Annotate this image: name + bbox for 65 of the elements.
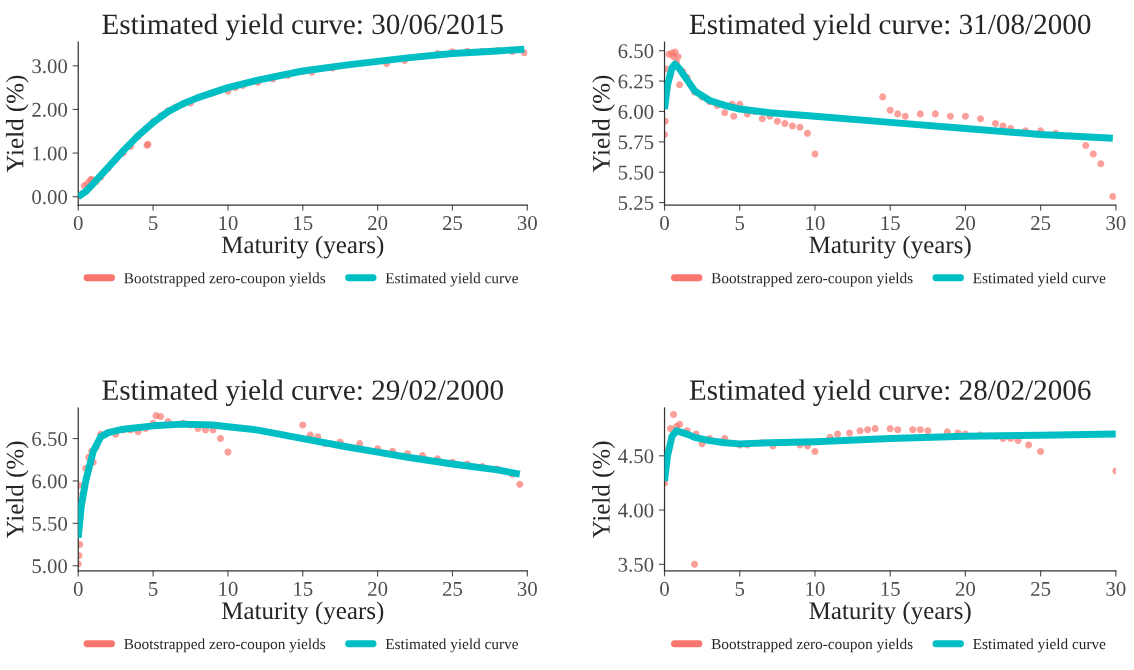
- y-tick-label: 5.00: [32, 559, 68, 574]
- x-tick-label: 5: [149, 582, 158, 596]
- x-tick-label: 10: [219, 581, 238, 596]
- x-tick-label: 0: [660, 581, 669, 596]
- x-tick-label: 0: [660, 216, 669, 231]
- x-axis-title: Maturity (years): [221, 235, 384, 259]
- y-tick-label: 6.25: [618, 74, 654, 89]
- y-axis-title: Yield (%): [592, 441, 615, 539]
- x-tick-label: 5: [735, 582, 745, 596]
- x-tick-label: 25: [1031, 216, 1051, 231]
- y-tick-label: 1.00: [33, 146, 68, 161]
- y-tick-label: 6.00: [32, 474, 68, 489]
- legend-label: Bootstrapped zero-coupon yields: [124, 638, 326, 653]
- x-axis-title: Maturity (years): [809, 235, 971, 259]
- x-tick-label: 25: [442, 581, 463, 596]
- chart-title: Estimated yield curve: 30/06/2015: [102, 13, 503, 41]
- x-tick-label: 20: [368, 581, 388, 596]
- x-tick-label: 30: [1106, 216, 1126, 231]
- y-tick-label: 5.50: [32, 516, 68, 531]
- x-tick-label: 15: [881, 581, 900, 596]
- y-tick-label: 6.00: [618, 104, 654, 119]
- legend-label: Bootstrapped zero-coupon yields: [124, 272, 326, 287]
- x-tick-label: 0: [73, 581, 83, 596]
- x-tick-label: 15: [294, 581, 313, 596]
- x-tick-label: 25: [442, 216, 463, 231]
- x-tick-label: 25: [1031, 581, 1051, 596]
- x-tick-label: 5: [149, 216, 158, 231]
- legend-label: Estimated yield curve: [385, 638, 518, 653]
- y-tick-label: 6.50: [32, 431, 68, 447]
- y-tick-label: 6.50: [618, 44, 654, 59]
- y-axis-title: Yield (%): [5, 441, 29, 539]
- chart-title: Estimated yield curve: 28/02/2006: [689, 379, 1091, 406]
- x-tick-label: 10: [219, 216, 238, 231]
- x-tick-label: 20: [955, 216, 976, 231]
- x-tick-label: 15: [881, 216, 900, 231]
- x-tick-label: 0: [73, 216, 83, 231]
- legend-label: Estimated yield curve: [973, 638, 1106, 653]
- x-tick-label: 30: [517, 581, 537, 596]
- y-tick-label: 5.50: [618, 165, 654, 180]
- y-tick-label: 4.00: [618, 503, 654, 518]
- chart-title: Estimated yield curve: 31/08/2000: [689, 13, 1091, 41]
- y-axis-title: Yield (%): [592, 75, 615, 173]
- y-tick-label: 4.50: [618, 449, 654, 464]
- y-tick-label: 5.75: [618, 135, 654, 150]
- legend-label: Estimated yield curve: [385, 272, 518, 287]
- legend-label: Estimated yield curve: [973, 272, 1106, 287]
- y-tick-label: 3.00: [32, 59, 68, 74]
- x-tick-label: 30: [1106, 581, 1126, 596]
- chart-title: Estimated yield curve: 29/02/2000: [102, 379, 503, 406]
- x-tick-label: 20: [955, 581, 976, 596]
- y-axis-title: Yield (%): [5, 75, 29, 173]
- x-tick-label: 10: [806, 581, 825, 596]
- x-tick-label: 15: [294, 216, 313, 231]
- x-tick-label: 30: [517, 216, 537, 231]
- x-axis-title: Maturity (years): [809, 601, 971, 625]
- legend-label: Bootstrapped zero-coupon yields: [711, 272, 913, 287]
- legend-label: Bootstrapped zero-coupon yields: [711, 638, 913, 653]
- x-tick-label: 5: [735, 216, 745, 231]
- y-tick-label: 0.00: [32, 190, 68, 205]
- x-tick-label: 10: [806, 216, 825, 231]
- y-tick-label: 3.50: [618, 557, 654, 572]
- x-tick-label: 20: [368, 216, 388, 231]
- y-tick-label: 2.00: [32, 102, 68, 117]
- y-tick-label: 5.25: [618, 196, 654, 211]
- x-axis-title: Maturity (years): [221, 601, 384, 625]
